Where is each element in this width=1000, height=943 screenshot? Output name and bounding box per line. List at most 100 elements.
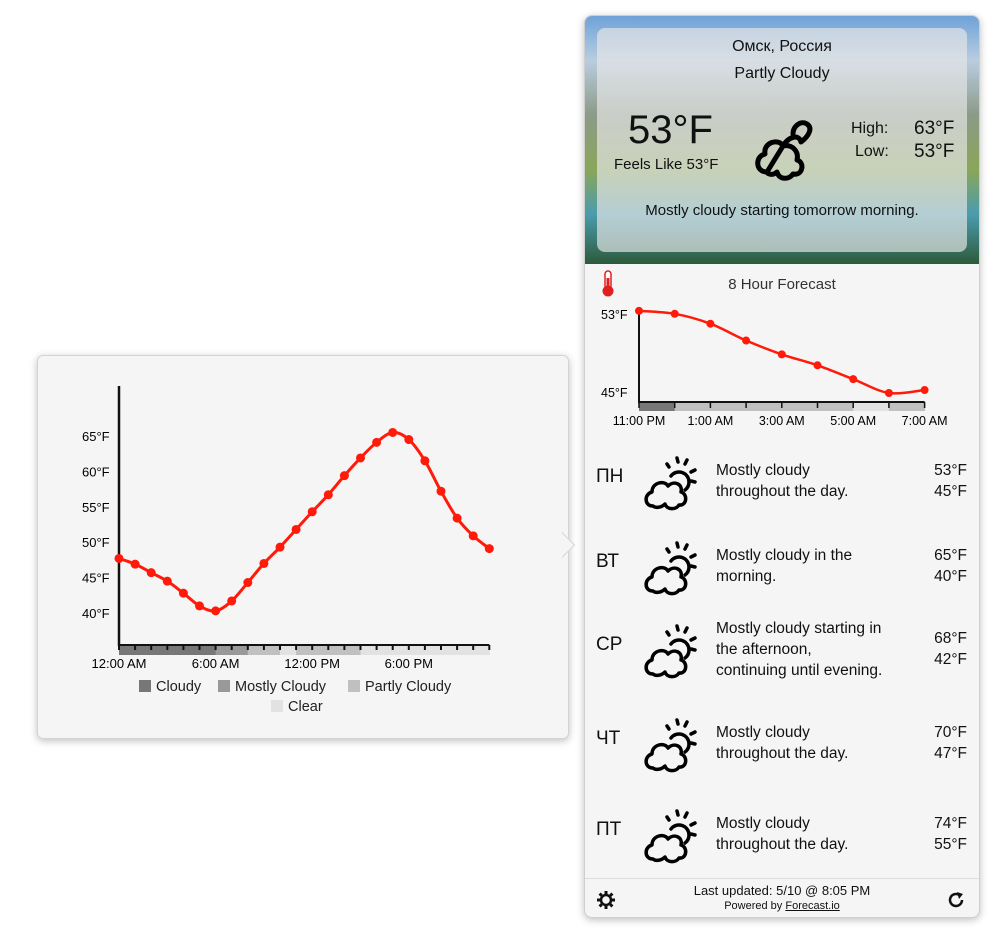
day-name: ВТ — [596, 551, 620, 572]
day-high: 74°F — [934, 815, 967, 832]
day-summary-line: Mostly cloudy — [716, 815, 810, 832]
legend-label: Clear — [288, 699, 323, 715]
y-tick-label: 53°F — [601, 308, 628, 322]
day-summary-line: Mostly cloudy starting in — [716, 620, 882, 637]
temperature-point — [436, 486, 446, 496]
legend-label: Mostly Cloudy — [235, 679, 327, 695]
day-summary-line: Mostly cloudy — [716, 462, 810, 479]
hourly-temperature-chart[interactable]: 45°F 53°F 11:00 PM 1:00 AM 3:00 AM 5:00 AM 7:0… — [585, 296, 979, 446]
hourly-title: 8 Hour Forecast — [728, 276, 836, 293]
temperature-point — [323, 490, 333, 500]
day-name: ПН — [596, 466, 624, 487]
temperature-point — [178, 588, 188, 598]
temperature-point — [420, 456, 430, 466]
day-name: ПТ — [596, 819, 622, 840]
condition-segment — [215, 646, 233, 655]
condition-segment — [119, 646, 136, 655]
condition-segment — [328, 646, 345, 655]
condition-segment — [473, 646, 490, 655]
temperature-point — [307, 507, 317, 517]
y-tick-label: 55°F — [82, 500, 110, 515]
day-summary-line: Mostly cloudy — [716, 724, 810, 741]
temperature-point — [742, 336, 751, 345]
feels-like: Feels Like 53°F — [614, 156, 719, 173]
temperature-point — [114, 553, 124, 563]
condition-segment — [639, 403, 676, 411]
condition-segment — [710, 403, 747, 411]
day-name: ЧТ — [596, 728, 621, 749]
condition-segment — [280, 646, 297, 655]
day-low: 42°F — [934, 651, 967, 668]
current-temperature: 53°F — [628, 108, 713, 152]
temperature-line — [118, 430, 491, 613]
powered-by-text: Powered by — [724, 900, 786, 912]
x-tick-label: 6:00 AM — [192, 656, 240, 671]
daily-forecast-row: ПТ Mostly cloudy throughout the day. 74°F … — [585, 807, 979, 897]
temperature-point — [884, 389, 893, 397]
hourly-temperature-popover: 40°F 45°F 50°F 55°F 60°F 65°F 12:00 AM 6:00 AM 1… — [37, 355, 569, 739]
y-tick-label: 50°F — [82, 535, 110, 550]
day-name: СР — [596, 634, 623, 655]
partly-cloudy-day-icon — [644, 809, 697, 864]
day-summary-line: continuing until evening. — [716, 662, 883, 679]
y-tick-label: 40°F — [82, 606, 110, 621]
condition-segment — [457, 646, 474, 655]
day-low: 45°F — [934, 483, 967, 500]
current-conditions-card: Омск, Россия Partly Cloudy 53°F Feels Li… — [597, 28, 967, 252]
high-label: High: — [851, 120, 889, 137]
forecast-io-link[interactable]: Forecast.io — [785, 900, 840, 912]
condition-segment — [817, 403, 854, 411]
temperature-point — [849, 375, 858, 384]
x-tick-label: 6:00 PM — [385, 656, 433, 671]
condition-segment — [376, 646, 394, 655]
temperature-point — [162, 576, 172, 586]
condition-segment — [674, 403, 711, 411]
day-low: 40°F — [934, 568, 967, 585]
low-temperature: 53°F — [914, 141, 955, 162]
partly-cloudy-day-icon — [644, 541, 697, 596]
x-tick-label: 1:00 AM — [687, 414, 733, 428]
temperature-point — [777, 350, 786, 359]
current-conditions-hero: Омск, Россия Partly Cloudy 53°F Feels Li… — [585, 16, 979, 264]
daily-forecast-row: ЧТ Mostly cloudy throughout the day. 70°F … — [585, 716, 979, 806]
x-tick-label: 7:00 AM — [902, 414, 948, 428]
y-tick-label: 60°F — [82, 464, 110, 479]
settings-gear-icon[interactable] — [597, 891, 615, 909]
day-summary-line: throughout the day. — [716, 483, 849, 500]
temperature-point — [259, 558, 269, 568]
temperature-point — [452, 513, 462, 523]
legend-swatch — [139, 680, 151, 692]
y-tick-label: 45°F — [82, 571, 110, 586]
temperature-point — [372, 437, 382, 447]
condition-segment — [441, 646, 458, 655]
temperature-point — [404, 435, 414, 445]
temperature-point — [484, 544, 494, 554]
condition-segment — [296, 646, 313, 655]
x-tick-label: 12:00 PM — [284, 656, 340, 671]
day-high: 53°F — [934, 462, 967, 479]
powered-by: Powered by Forecast.io — [585, 900, 979, 912]
temperature-point — [227, 596, 237, 606]
temperature-point — [243, 578, 253, 588]
day-summary-line: the afternoon, — [716, 641, 812, 658]
condition-segment — [247, 646, 265, 655]
condition-segment — [392, 646, 410, 655]
day-low: 55°F — [934, 836, 967, 853]
legend-swatch — [271, 700, 283, 712]
x-tick-label: 3:00 AM — [759, 414, 805, 428]
day-low: 47°F — [934, 745, 967, 762]
footer: Last updated: 5/10 @ 8:05 PM Powered by … — [585, 878, 979, 917]
daily-forecast-row: СР Mostly cloudy starting in the afternoo… — [585, 620, 979, 712]
day-summary-line: morning. — [716, 568, 777, 585]
refresh-icon[interactable] — [947, 891, 965, 909]
condition-segment — [746, 403, 783, 411]
legend-swatch — [348, 680, 360, 692]
high-temperature: 63°F — [914, 118, 955, 139]
temperature-point — [130, 559, 140, 569]
partly-cloudy-day-icon — [644, 456, 697, 511]
temperature-point — [920, 386, 929, 395]
condition-segment — [344, 646, 361, 655]
condition-segment — [360, 646, 378, 655]
legend-label: Cloudy — [156, 679, 202, 695]
day-summary-line: throughout the day. — [716, 836, 849, 853]
